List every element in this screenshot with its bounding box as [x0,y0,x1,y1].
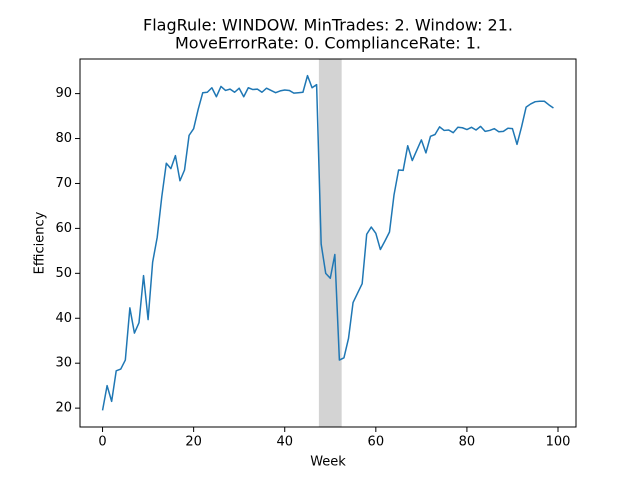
chart-title: FlagRule: WINDOW. MinTrades: 2. Window: … [143,16,513,35]
x-tick-label: 100 [546,435,571,450]
y-tick-label: 90 [55,86,72,101]
x-tick-label: 0 [98,435,106,450]
chart-title: MoveErrorRate: 0. ComplianceRate: 1. [175,34,481,53]
data-line [101,74,554,411]
y-tick-label: 50 [55,266,72,281]
x-axis-label: Week [310,455,346,470]
y-tick-label: 70 [55,176,72,191]
plot-frame [79,58,577,428]
y-axis-label: Efficiency [33,211,48,274]
y-tick-label: 20 [55,401,72,416]
y-tick-label: 30 [55,356,72,371]
y-tick-label: 80 [55,131,72,146]
x-tick-label: 60 [368,435,385,450]
x-tick-label: 80 [459,435,476,450]
y-tick-label: 40 [55,311,72,326]
shaded-span [318,59,342,427]
y-tick-label: 60 [55,221,72,236]
x-tick-label: 20 [185,435,202,450]
x-tick-label: 40 [276,435,293,450]
